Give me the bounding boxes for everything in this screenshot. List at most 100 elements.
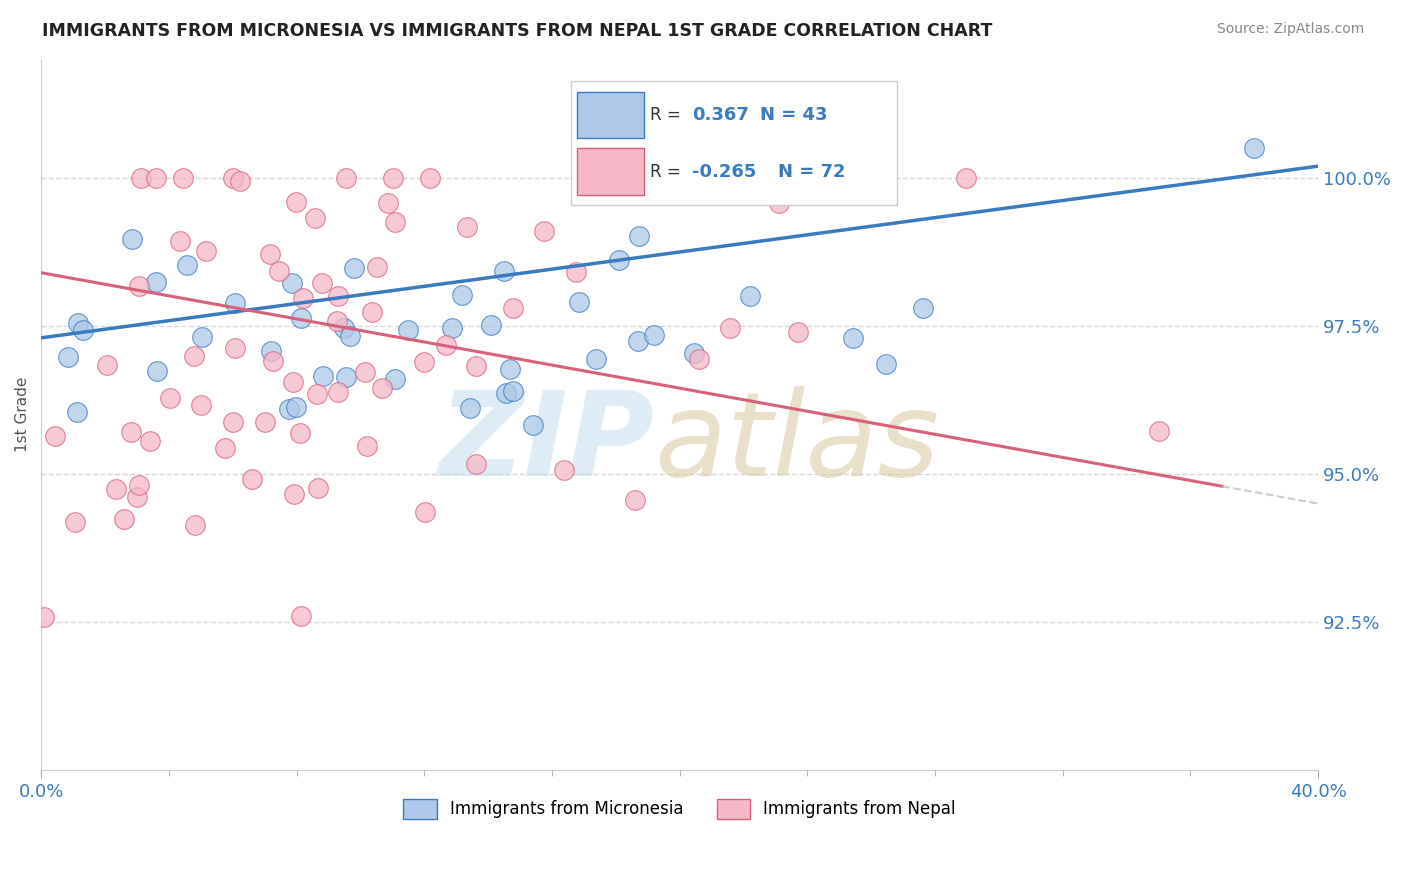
- Point: [267, 264, 290, 278]
- Point: [259, 247, 281, 261]
- Point: [159, 392, 181, 406]
- Point: [145, 275, 167, 289]
- Point: [682, 346, 704, 360]
- Point: [176, 258, 198, 272]
- Point: [214, 442, 236, 456]
- Point: [290, 310, 312, 325]
- Point: [718, 321, 741, 335]
- Point: [643, 328, 665, 343]
- Text: -0.265: -0.265: [692, 163, 756, 181]
- FancyBboxPatch shape: [578, 148, 644, 194]
- Point: [522, 418, 544, 433]
- Text: Source: ZipAtlas.com: Source: ZipAtlas.com: [1216, 22, 1364, 37]
- Point: [441, 321, 464, 335]
- FancyBboxPatch shape: [571, 81, 897, 205]
- Point: [460, 401, 482, 415]
- Point: [278, 401, 301, 416]
- Point: [169, 235, 191, 249]
- Point: [339, 329, 361, 343]
- Point: [253, 415, 276, 429]
- Point: [553, 463, 575, 477]
- Point: [260, 343, 283, 358]
- Point: [955, 171, 977, 186]
- Point: [307, 386, 329, 401]
- FancyBboxPatch shape: [578, 92, 644, 137]
- Point: [335, 171, 357, 186]
- Point: [627, 334, 650, 349]
- Point: [456, 220, 478, 235]
- Point: [499, 361, 522, 376]
- Y-axis label: 1st Grade: 1st Grade: [15, 377, 30, 452]
- Point: [307, 481, 329, 495]
- Point: [1147, 424, 1170, 438]
- Point: [222, 415, 245, 429]
- Point: [912, 301, 935, 315]
- Point: [502, 301, 524, 316]
- Point: [335, 370, 357, 384]
- Point: [479, 318, 502, 332]
- Point: [284, 400, 307, 414]
- Point: [384, 371, 406, 385]
- Point: [356, 439, 378, 453]
- Point: [96, 358, 118, 372]
- Text: R =: R =: [650, 163, 686, 181]
- Point: [384, 215, 406, 229]
- Point: [361, 305, 384, 319]
- Point: [288, 426, 311, 441]
- Point: [662, 171, 685, 186]
- Point: [343, 261, 366, 276]
- Point: [419, 171, 441, 186]
- Point: [67, 316, 90, 330]
- Point: [146, 364, 169, 378]
- Point: [371, 380, 394, 394]
- Point: [354, 365, 377, 379]
- Point: [436, 337, 458, 351]
- Point: [139, 434, 162, 449]
- Point: [190, 398, 212, 412]
- Point: [381, 171, 404, 186]
- Point: [398, 323, 420, 337]
- Point: [183, 349, 205, 363]
- Point: [120, 425, 142, 439]
- Point: [595, 171, 617, 186]
- Point: [738, 289, 761, 303]
- Point: [326, 385, 349, 400]
- Point: [172, 171, 194, 186]
- Point: [58, 350, 80, 364]
- Point: [262, 354, 284, 368]
- Point: [333, 321, 356, 335]
- Point: [128, 279, 150, 293]
- Point: [290, 609, 312, 624]
- Point: [240, 472, 263, 486]
- Point: [145, 171, 167, 186]
- Point: [283, 487, 305, 501]
- Point: [224, 341, 246, 355]
- Text: N = 43: N = 43: [761, 106, 828, 124]
- Point: [183, 517, 205, 532]
- Point: [66, 405, 89, 419]
- Point: [44, 428, 66, 442]
- Point: [311, 276, 333, 290]
- Point: [229, 174, 252, 188]
- Point: [224, 295, 246, 310]
- Point: [1243, 141, 1265, 155]
- Point: [465, 359, 488, 374]
- Point: [326, 314, 349, 328]
- Point: [568, 294, 591, 309]
- Point: [451, 288, 474, 302]
- Text: R =: R =: [650, 106, 686, 124]
- Point: [624, 493, 647, 508]
- Point: [377, 195, 399, 210]
- Point: [121, 232, 143, 246]
- Point: [366, 260, 388, 275]
- Point: [304, 211, 326, 225]
- Point: [502, 384, 524, 398]
- Point: [312, 368, 335, 383]
- Point: [72, 323, 94, 337]
- Point: [628, 229, 651, 244]
- Point: [281, 277, 304, 291]
- Text: 0.367: 0.367: [692, 106, 749, 124]
- Point: [607, 252, 630, 267]
- Point: [492, 264, 515, 278]
- Point: [326, 289, 349, 303]
